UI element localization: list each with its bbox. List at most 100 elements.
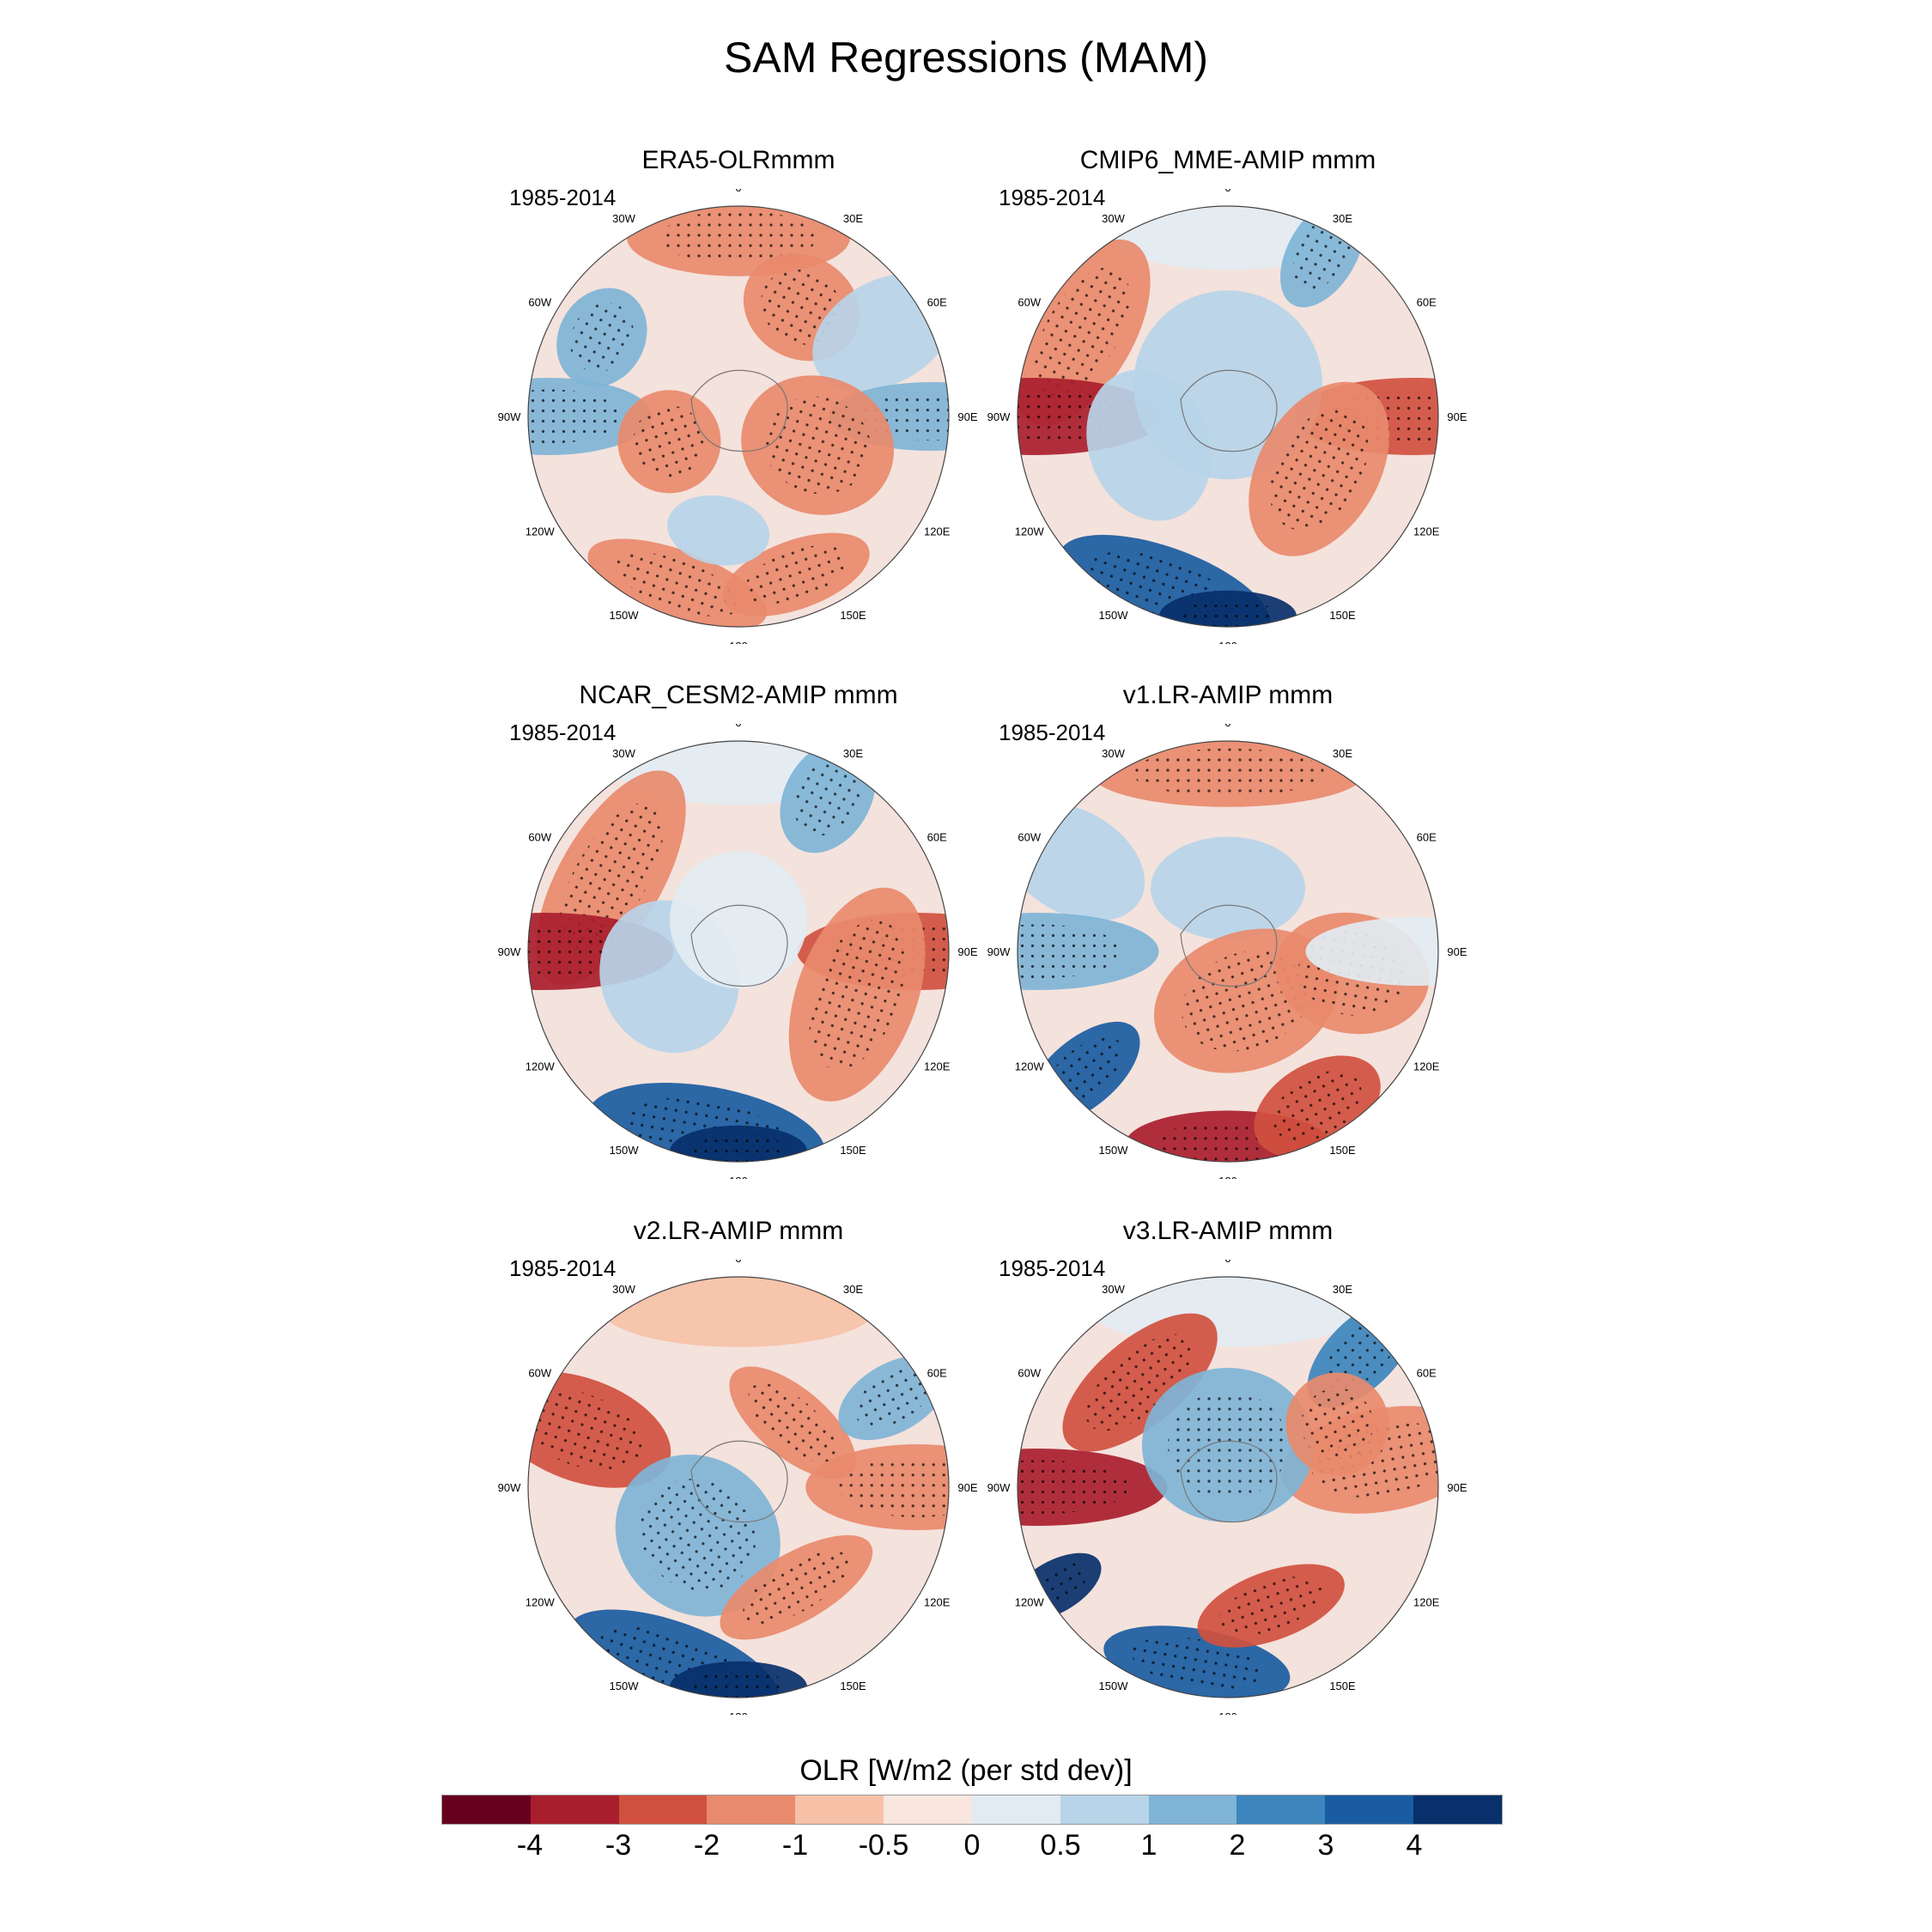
field-anomaly <box>1305 917 1438 986</box>
colorbar-tick: 1 <box>1140 1829 1157 1862</box>
longitude-label: 30W <box>1102 747 1125 760</box>
longitude-label: 90W <box>987 1481 1011 1494</box>
panel-title: ERA5-OLRmmm <box>641 146 835 174</box>
significance-stippling <box>763 396 872 495</box>
longitude-label: 90W <box>987 410 1011 423</box>
colorbar-cell <box>971 1795 1060 1824</box>
polar-map: 0 30E 60E 90E 120E 150E 180 150W 120W 90W 60W 30W <box>498 1260 978 1715</box>
significance-stippling <box>1301 1388 1374 1461</box>
longitude-label: 150E <box>1329 1144 1356 1157</box>
longitude-label: 60E <box>1417 1367 1437 1380</box>
longitude-label: 30E <box>1333 212 1352 225</box>
colorbar-cell <box>1325 1795 1414 1824</box>
longitude-label: 150W <box>610 1680 640 1692</box>
longitude-label: 150W <box>610 1144 640 1157</box>
significance-stippling <box>1034 267 1130 398</box>
colorbar-title: OLR [W/m2 (per std dev)] <box>799 1754 1133 1787</box>
longitude-label: 150E <box>840 1144 866 1157</box>
field-anomaly <box>1086 369 1212 521</box>
longitude-label: 30W <box>612 1283 635 1296</box>
colorbar-tick: -2 <box>693 1829 720 1862</box>
longitude-label: 90E <box>957 410 977 423</box>
longitude-label: 180 <box>729 640 748 644</box>
significance-stippling <box>690 1668 787 1698</box>
colorbar-cell <box>884 1795 972 1824</box>
significance-stippling <box>1018 1460 1129 1515</box>
significance-stippling <box>743 1551 850 1625</box>
colorbar-tick: -1 <box>781 1829 809 1862</box>
longitude-label: 60E <box>927 831 947 844</box>
longitude-label: 30E <box>843 212 863 225</box>
figure-title: SAM Regressions (MAM) <box>724 33 1208 82</box>
map-boundary <box>527 1276 950 1698</box>
longitude-label: 30W <box>612 212 635 225</box>
longitude-label: 90W <box>498 410 521 423</box>
significance-stippling <box>690 1133 787 1162</box>
significance-stippling <box>1273 1071 1362 1142</box>
panel-period: 1985-2014 <box>999 185 1106 210</box>
longitude-label: 0 <box>735 1260 741 1265</box>
significance-stippling <box>744 545 848 605</box>
significance-stippling <box>614 552 740 617</box>
significance-stippling <box>633 405 706 478</box>
panel-period: 1985-2014 <box>999 720 1106 745</box>
longitude-label: 60E <box>1417 296 1437 309</box>
longitude-label: 60W <box>1018 296 1041 309</box>
field-anomaly <box>1151 836 1305 940</box>
significance-stippling <box>528 1388 644 1471</box>
longitude-label: 120E <box>924 1596 951 1609</box>
polar-map: 0 30E 60E 90E 120E 150E 180 150W 120W 90W 60W 30W <box>987 724 1467 1179</box>
map-boundary <box>527 205 950 628</box>
longitude-label: 90W <box>498 945 521 958</box>
panel-title: v2.LR-AMIP mmm <box>633 1217 844 1245</box>
panel-period: 1985-2014 <box>509 720 617 745</box>
colorbar-cell <box>442 1795 531 1824</box>
longitude-label: 150W <box>1099 609 1129 622</box>
antarctica-coastline <box>690 1440 788 1523</box>
longitude-label: 60W <box>1018 831 1041 844</box>
longitude-label: 60E <box>927 1367 947 1380</box>
longitude-label: 150E <box>1329 609 1356 622</box>
significance-stippling <box>660 210 817 265</box>
longitude-label: 120W <box>1015 526 1045 538</box>
longitude-label: 30W <box>1102 212 1125 225</box>
longitude-label: 0 <box>1224 1260 1230 1265</box>
antarctica-coastline <box>1180 1440 1278 1523</box>
colorbar-tick: -3 <box>605 1829 632 1862</box>
significance-stippling <box>1018 389 1125 444</box>
longitude-label: 0 <box>1224 724 1230 729</box>
significance-stippling <box>1018 924 1123 979</box>
significance-stippling <box>1132 748 1324 797</box>
longitude-label: 90E <box>957 945 977 958</box>
longitude-label: 30E <box>843 1283 863 1296</box>
colorbar-tick: 3 <box>1317 1829 1334 1862</box>
longitude-label: 120W <box>526 526 556 538</box>
colorbar-cell <box>1060 1795 1149 1824</box>
longitude-label: 120E <box>1413 1060 1440 1073</box>
significance-stippling <box>1168 1391 1288 1499</box>
longitude-label: 120W <box>1015 1060 1045 1073</box>
antarctica-coastline <box>690 369 788 453</box>
panel-period: 1985-2014 <box>509 185 617 210</box>
longitude-label: 90E <box>1447 410 1467 423</box>
panel-title: v3.LR-AMIP mmm <box>1122 1217 1334 1245</box>
longitude-label: 60W <box>1018 1367 1041 1380</box>
panel-title: CMIP6_MME-AMIP mmm <box>1079 146 1376 174</box>
significance-stippling <box>1180 598 1276 627</box>
longitude-label: 180 <box>729 1175 748 1179</box>
significance-stippling <box>640 1479 756 1593</box>
longitude-label: 120E <box>924 1060 951 1073</box>
panel-v3-lr: v3.LR-AMIP mmm 1985-2014 0 30E 60E 90E 120E 1… <box>987 1217 1468 1732</box>
significance-stippling <box>528 924 635 979</box>
significance-stippling <box>1269 408 1369 531</box>
longitude-label: 120E <box>1413 1596 1440 1609</box>
longitude-label: 120W <box>1015 1596 1045 1609</box>
longitude-label: 120W <box>526 1596 556 1609</box>
longitude-label: 0 <box>735 724 741 729</box>
polar-map: 0 30E 60E 90E 120E 150E 180 150W 120W 90W 60W 30W <box>498 724 978 1179</box>
longitude-label: 150E <box>840 1680 866 1692</box>
longitude-label: 30W <box>1102 1283 1125 1296</box>
field-anomaly <box>670 851 807 989</box>
significance-stippling <box>748 1383 837 1462</box>
colorbar-tick: -4 <box>516 1829 544 1862</box>
